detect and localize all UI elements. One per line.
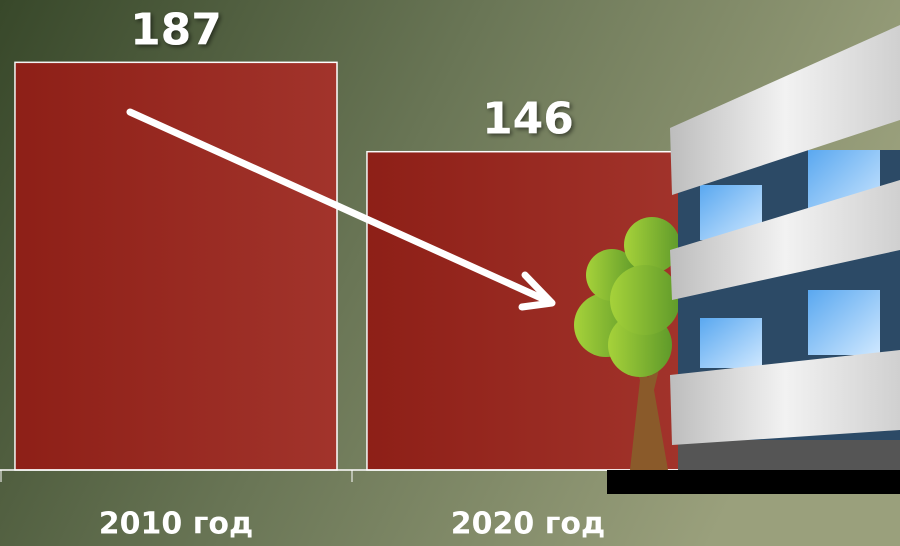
value-label: 146 [482,94,574,145]
category-label: 2010 год [99,507,253,542]
tree [574,217,680,470]
bar-shade [15,62,337,471]
arrow [126,108,556,311]
building [607,25,900,494]
value-label: 187 [130,4,222,55]
category-label: 2020 год [451,507,605,542]
